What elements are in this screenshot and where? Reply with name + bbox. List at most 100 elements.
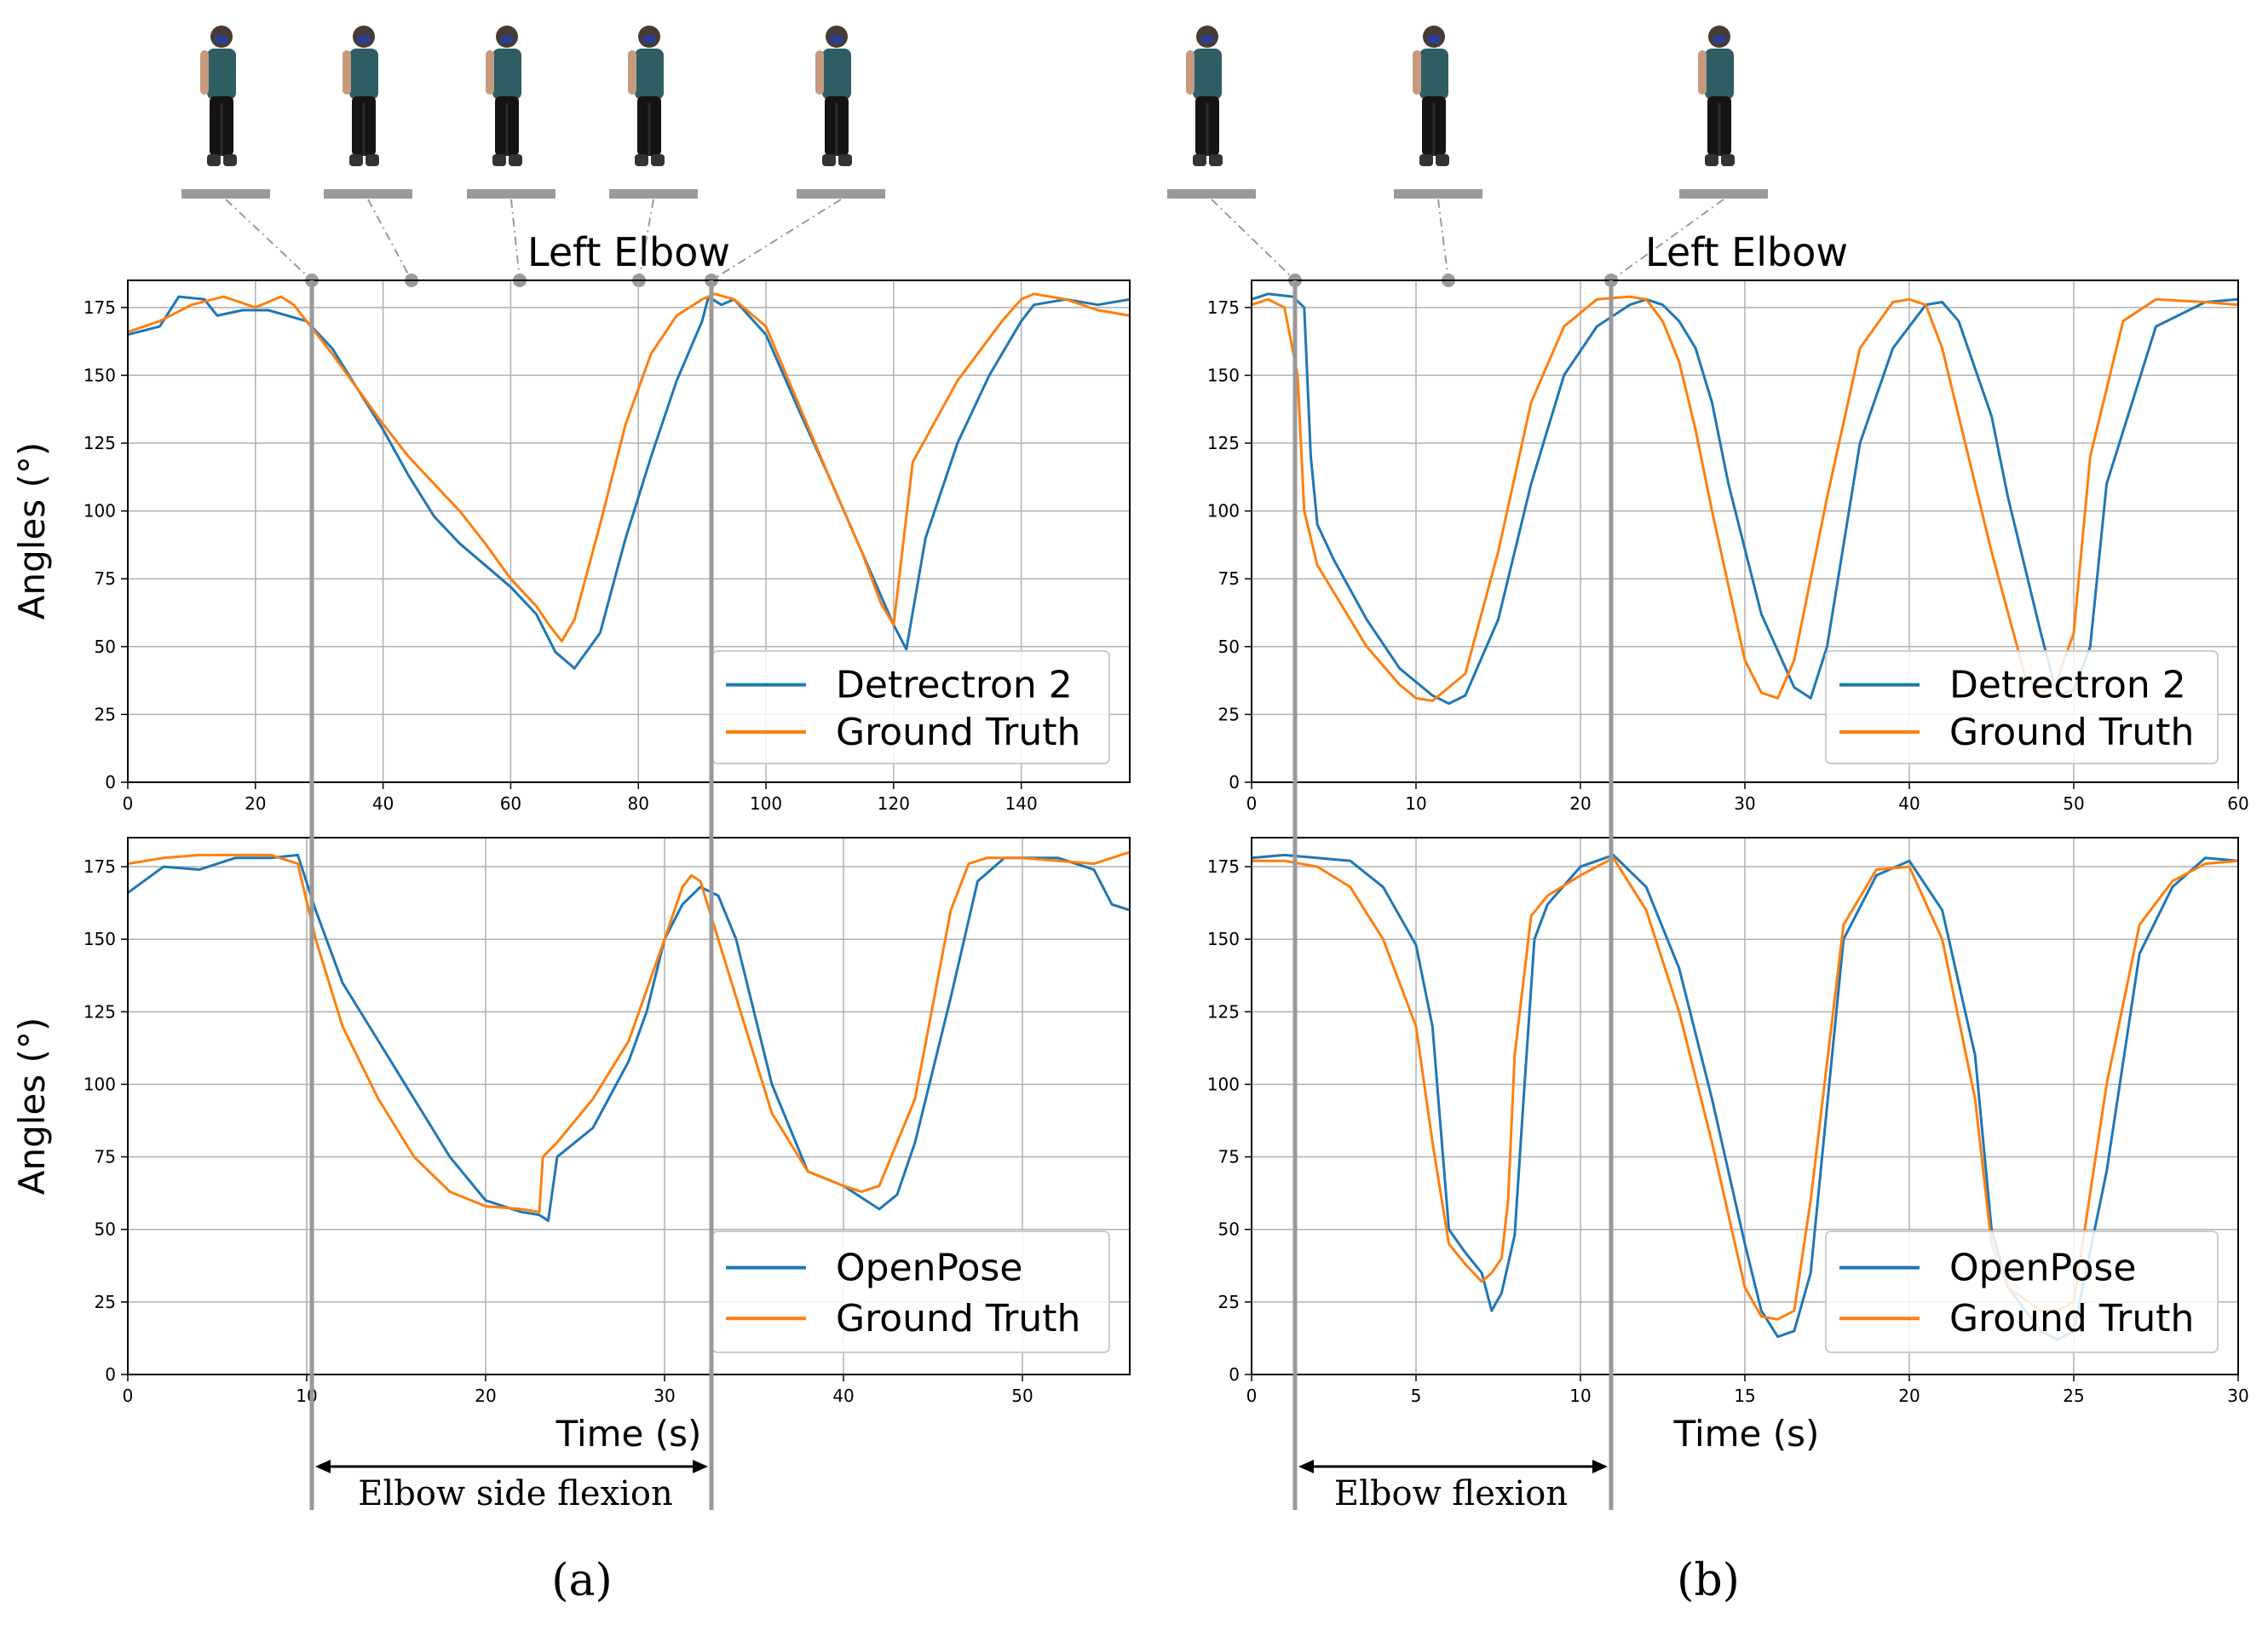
x-tick-label: 0 <box>1246 1386 1258 1406</box>
x-tick-label: 20 <box>475 1386 496 1406</box>
person-pose-icon <box>324 24 412 199</box>
left-span-label: Elbow side flexion <box>358 1474 673 1513</box>
y-tick-label: 0 <box>105 772 116 792</box>
series-line-detrectron-2 <box>1251 292 2239 706</box>
x-tick-label: 50 <box>2063 793 2084 814</box>
y-tick-label: 175 <box>1207 856 1240 877</box>
y-tick-label: 50 <box>1218 1219 1240 1240</box>
platform <box>1394 189 1482 199</box>
y-tick-label: 175 <box>1207 297 1240 318</box>
span-arrow <box>315 1460 708 1473</box>
x-tick-label: 10 <box>296 1386 317 1406</box>
x-tick-label: 20 <box>1898 1386 1920 1406</box>
legend-label: Ground Truth <box>836 1297 1080 1340</box>
x-tick-label: 120 <box>878 793 910 814</box>
person-pose-icon <box>181 24 270 199</box>
x-tick-label: 5 <box>1411 1386 1422 1406</box>
y-tick-label: 125 <box>83 433 116 453</box>
y-tick-label: 125 <box>83 1001 116 1022</box>
y-tick-label: 150 <box>83 365 116 385</box>
chart-4: 0 5 10 15 20 25 30 0 25 50 75 100 125 150 175 OpenPose G… <box>1207 837 2249 1406</box>
pose-leader-lines <box>225 199 1724 287</box>
legend-label: Ground Truth <box>836 711 1080 754</box>
platform <box>1167 189 1256 199</box>
y-tick-label: 150 <box>83 929 116 949</box>
platform <box>797 189 885 199</box>
y-tick-label: 0 <box>1229 772 1240 792</box>
x-tick-label: 10 <box>1569 1386 1591 1406</box>
legend: OpenPose Ground Truth <box>1825 1230 2219 1353</box>
y-tick-label: 25 <box>1218 704 1240 724</box>
y-tick-label: 175 <box>83 297 116 318</box>
person-pose-icon <box>1679 24 1768 199</box>
x-tick-label: 60 <box>2227 793 2248 814</box>
platform <box>609 189 698 199</box>
y-tick-label: 150 <box>1207 365 1240 385</box>
chart-1: 0 20 40 60 80 100 120 140 0 25 50 75 100 125 150 175 Ang… <box>11 280 1131 814</box>
x-tick-label: 30 <box>653 1386 675 1406</box>
y-tick-label: 100 <box>83 501 116 522</box>
right-chart-title: Left Elbow <box>1645 229 1848 275</box>
person-pose-icon <box>609 24 698 199</box>
leader-line <box>1211 199 1296 281</box>
y-tick-label: 50 <box>95 1219 116 1240</box>
x-tick-label: 20 <box>1569 793 1591 814</box>
y-tick-label: 25 <box>95 704 116 724</box>
y-tick-label: 0 <box>105 1364 116 1385</box>
x-tick-label: 0 <box>123 1386 134 1406</box>
x-tick-label: 40 <box>832 1386 854 1406</box>
platform <box>1679 189 1768 199</box>
x-tick-label: 0 <box>123 793 134 814</box>
legend-box <box>1825 1230 2219 1353</box>
y-tick-label: 100 <box>1207 1074 1240 1094</box>
platform <box>181 189 270 199</box>
leader-line <box>510 199 521 281</box>
y-tick-label: 75 <box>1218 1147 1240 1167</box>
plot-frame <box>127 837 1131 1375</box>
leader-line <box>1437 199 1449 281</box>
charts: 0 20 40 60 80 100 120 1400255075100125150175Ang… <box>11 280 2249 1406</box>
y-tick-label: 125 <box>1207 1001 1240 1022</box>
x-tick-label: 30 <box>1734 793 1755 814</box>
right-span-label: Elbow flexion <box>1334 1474 1568 1513</box>
person-pose-icon <box>1394 24 1482 199</box>
leader-line <box>225 199 313 281</box>
chart-3: 0 10 20 30 40 50 0 25 50 75 100 125 150 175 Angles (°)… <box>11 837 1131 1406</box>
x-tick-label: 15 <box>1734 1386 1755 1406</box>
platform <box>467 189 555 199</box>
y-tick-label: 175 <box>83 856 116 877</box>
legend-label: Detrectron 2 <box>1949 664 2186 707</box>
legend-label: Ground Truth <box>1949 711 2194 754</box>
y-tick-label: 50 <box>95 637 116 657</box>
y-tick-label: 75 <box>95 1147 116 1167</box>
person-pose-icon <box>467 24 555 199</box>
series-line-ground-truth <box>127 850 1131 1213</box>
x-tick-label: 50 <box>1011 1386 1033 1406</box>
legend-box <box>1825 650 2219 764</box>
legend-label: Detrectron 2 <box>836 664 1073 707</box>
x-tick-label: 80 <box>628 793 649 814</box>
pose-illustrations <box>181 24 1768 199</box>
y-tick-label: 75 <box>1218 568 1240 589</box>
leader-line <box>1610 199 1724 281</box>
y-tick-label: 100 <box>1207 501 1240 522</box>
legend-label: OpenPose <box>1949 1247 2136 1290</box>
x-tick-label: 40 <box>372 793 394 814</box>
left-chart-title: Left Elbow <box>527 229 730 275</box>
series-line-detrectron-2 <box>127 295 1131 670</box>
platform <box>324 189 412 199</box>
chart-2: 0 10 20 30 40 50 60 0 25 50 75 100 125 150 175 Detrectr… <box>1207 280 2249 814</box>
y-tick-label: 150 <box>1207 929 1240 949</box>
x-tick-label: 25 <box>2063 1386 2084 1406</box>
x-tick-label: 60 <box>500 793 521 814</box>
leader-line <box>367 199 412 281</box>
y-tick-label: 125 <box>1207 433 1240 453</box>
y-tick-label: 100 <box>83 1074 116 1094</box>
panel-label-a: (a) <box>551 1555 613 1606</box>
x-tick-label: 0 <box>1246 793 1258 814</box>
series-line-openpose <box>127 853 1131 1222</box>
legend: OpenPose Ground Truth <box>711 1230 1110 1353</box>
x-tick-label: 140 <box>1005 793 1038 814</box>
